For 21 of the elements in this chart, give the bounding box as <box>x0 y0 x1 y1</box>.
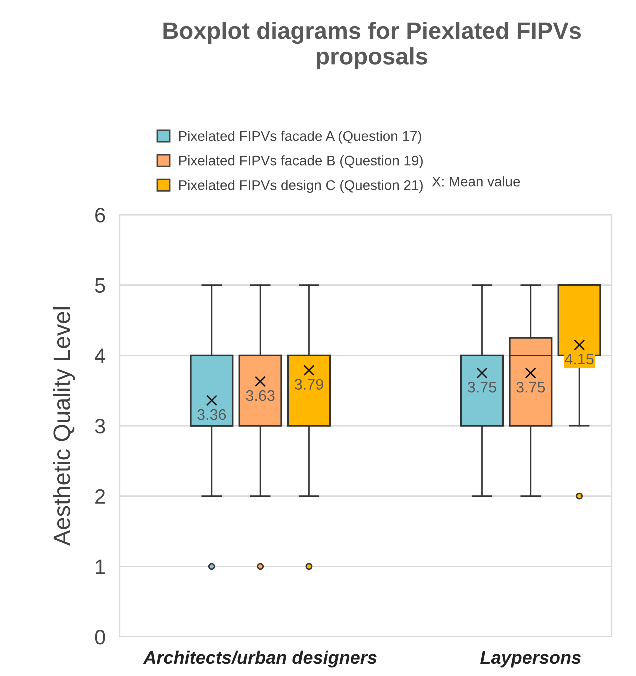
x-tick-label: Architects/urban designers <box>143 650 377 668</box>
text: X: Mean value <box>432 176 520 187</box>
text: 3.75 <box>516 382 546 393</box>
y-tick-label: 0 <box>95 630 106 645</box>
x-tick-label: Laypersons <box>480 652 581 668</box>
legend-label: Pixelated FIPVs design C (Question 21) <box>179 180 423 194</box>
chart-title: Boxplot diagrams for Piexlated FIPVs proposals <box>164 22 582 70</box>
y-tick-label: 4 <box>95 348 106 364</box>
text: 4.15 <box>565 354 594 365</box>
text: 3.63 <box>246 390 275 402</box>
legend-label: Pixelated FIPVs facade A (Question 17) <box>179 130 422 144</box>
y-tick-label: 6 <box>96 208 106 223</box>
y-axis-title: Aesthetic Quality Level <box>53 307 76 546</box>
y-tick-label: 3 <box>95 419 106 434</box>
text: 3.75 <box>468 382 496 393</box>
legend-label: Pixelated FIPVs facade B (Question 19) <box>179 156 423 168</box>
y-tick-label: 1 <box>96 560 106 574</box>
text: 3.36 <box>198 409 226 420</box>
y-tick-label: 5 <box>95 278 106 294</box>
y-tick-label: 2 <box>96 489 106 504</box>
text: 3.79 <box>294 379 324 390</box>
